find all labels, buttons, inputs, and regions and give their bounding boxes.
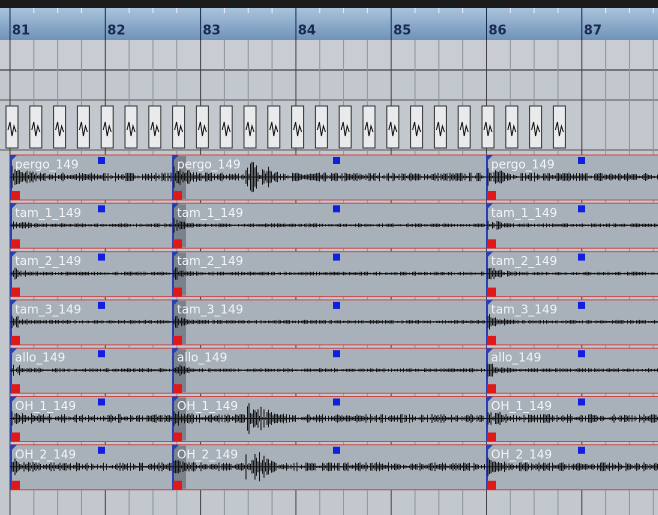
clip-name: pergo_149 — [177, 158, 241, 172]
clip-marker — [11, 433, 20, 442]
volume-handle[interactable] — [333, 350, 340, 357]
icon — [530, 106, 542, 148]
icon — [149, 106, 161, 148]
bar-number: 83 — [203, 24, 221, 39]
clip-marker — [11, 191, 20, 200]
icon — [315, 106, 327, 148]
clip-marker — [487, 384, 496, 393]
bar-number: 86 — [489, 24, 507, 39]
icon — [482, 106, 494, 148]
clip-name: OH_1_149 — [491, 399, 552, 413]
volume-handle[interactable] — [98, 254, 105, 261]
bar-number: 85 — [393, 24, 411, 39]
clip-name: tam_3_149 — [177, 302, 243, 316]
page: 81 82 83 84 85 86 87 pergo_149 pergo_149 pergo_14… — [0, 0, 658, 515]
clip-name: OH_2_149 — [177, 447, 238, 461]
clip-name: tam_2_149 — [15, 254, 81, 268]
clip-name: tam_1_149 — [15, 206, 81, 220]
volume-handle[interactable] — [333, 157, 340, 164]
icon — [387, 106, 399, 148]
clip-marker — [11, 239, 20, 248]
icon — [268, 106, 280, 148]
icon — [54, 106, 66, 148]
clip-marker — [173, 481, 182, 490]
volume-handle[interactable] — [578, 302, 585, 309]
icon — [506, 106, 518, 148]
clip-marker — [173, 433, 182, 442]
clip-marker — [487, 336, 496, 345]
volume-handle[interactable] — [578, 157, 585, 164]
icon — [125, 106, 137, 148]
clip-marker — [173, 336, 182, 345]
clip-name: allo_149 — [15, 351, 65, 365]
bar-number: 84 — [298, 24, 316, 39]
ruler[interactable] — [0, 8, 658, 40]
clip-name: tam_3_149 — [15, 302, 81, 316]
volume-handle[interactable] — [333, 205, 340, 212]
clip-name: OH_1_149 — [15, 399, 76, 413]
volume-handle[interactable] — [578, 254, 585, 261]
icon — [553, 106, 565, 148]
volume-handle[interactable] — [98, 205, 105, 212]
volume-handle[interactable] — [98, 399, 105, 406]
clip-name: allo_149 — [177, 351, 227, 365]
clip-marker — [173, 191, 182, 200]
icon — [411, 106, 423, 148]
clip-marker — [487, 191, 496, 200]
volume-handle[interactable] — [333, 447, 340, 454]
clip-marker — [487, 288, 496, 297]
clip-name: tam_1_149 — [491, 206, 557, 220]
clip-marker — [487, 239, 496, 248]
clip-marker — [11, 384, 20, 393]
icon — [339, 106, 351, 148]
icon — [292, 106, 304, 148]
clip-name: tam_2_149 — [177, 254, 243, 268]
volume-handle[interactable] — [578, 447, 585, 454]
top-bar — [0, 0, 658, 8]
clip-marker — [11, 288, 20, 297]
icon — [173, 106, 185, 148]
clip-marker — [11, 481, 20, 490]
clip-marker — [487, 481, 496, 490]
icon — [196, 106, 208, 148]
bar-number: 82 — [107, 24, 125, 39]
volume-handle[interactable] — [98, 447, 105, 454]
icon — [220, 106, 232, 148]
clip-name: pergo_149 — [15, 158, 79, 172]
clip-marker — [487, 433, 496, 442]
clip-name: OH_2_149 — [491, 447, 552, 461]
clip-name: tam_1_149 — [177, 206, 243, 220]
icon — [244, 106, 256, 148]
clip-marker — [11, 336, 20, 345]
clip-marker — [173, 288, 182, 297]
lane — [0, 40, 658, 70]
clip-name: pergo_149 — [491, 158, 555, 172]
bar-number: 87 — [584, 24, 602, 39]
icon — [6, 106, 18, 148]
volume-handle[interactable] — [333, 399, 340, 406]
clip-name: OH_2_149 — [15, 447, 76, 461]
volume-handle[interactable] — [578, 205, 585, 212]
volume-handle[interactable] — [333, 254, 340, 261]
icon — [434, 106, 446, 148]
volume-handle[interactable] — [578, 350, 585, 357]
icon — [30, 106, 42, 148]
volume-handle[interactable] — [98, 350, 105, 357]
icon — [101, 106, 113, 148]
clip-marker — [173, 239, 182, 248]
clip-name: OH_1_149 — [177, 399, 238, 413]
icon — [77, 106, 89, 148]
arrange-window: 81 82 83 84 85 86 87 pergo_149 pergo_149 pergo_14… — [0, 0, 658, 515]
volume-handle[interactable] — [98, 157, 105, 164]
volume-handle[interactable] — [98, 302, 105, 309]
icon — [363, 106, 375, 148]
clip-marker — [173, 384, 182, 393]
volume-handle[interactable] — [578, 399, 585, 406]
icon — [458, 106, 470, 148]
volume-handle[interactable] — [333, 302, 340, 309]
clip-name: allo_149 — [491, 351, 541, 365]
clip-name: tam_3_149 — [491, 302, 557, 316]
bar-number: 81 — [12, 24, 30, 39]
clip-name: tam_2_149 — [491, 254, 557, 268]
